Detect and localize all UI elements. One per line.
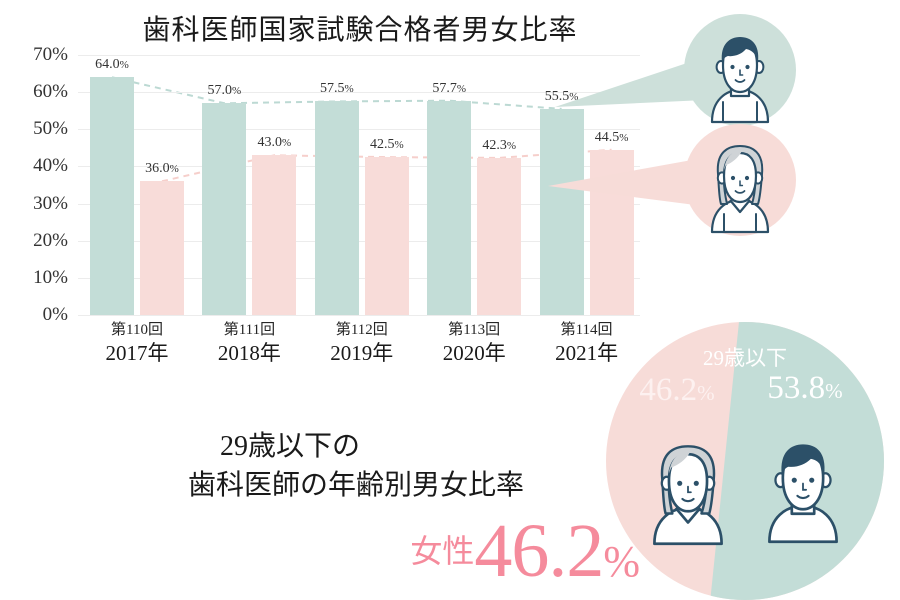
x-axis-round: 第114回	[560, 322, 613, 338]
x-axis-category: 第111回 2018年	[218, 321, 281, 366]
bar-female	[477, 157, 522, 315]
gridline	[78, 129, 640, 131]
female-speech-bubble	[548, 118, 893, 253]
female-person-icon	[710, 145, 770, 234]
bar-value-label-female: 42.3%	[482, 137, 517, 153]
gridline	[78, 203, 640, 205]
plot-area: 64.0% 36.0% 57.0% 43.0% 57.5% 42.5% 57.7% 42.3%…	[78, 55, 640, 316]
bar-value-label-female: 42.5%	[369, 137, 404, 153]
gridline	[78, 92, 640, 94]
pie-value-male: 53.8	[767, 370, 826, 406]
pie-label-female: 46.2%	[622, 372, 732, 409]
y-axis-tick: 20%	[33, 229, 68, 251]
pie-age-label: 29歳以下	[703, 346, 787, 370]
bar-group: 57.5% 42.5%	[314, 55, 415, 315]
y-axis-tick: 40%	[33, 155, 68, 177]
y-axis-tick: 30%	[33, 192, 68, 214]
bar-chart: 70% 60% 50% 40% 30% 20% 10% 0% 64.0% 36.0% 57.0% 4…	[0, 44, 660, 365]
y-axis-tick: 50%	[33, 118, 68, 140]
bar-female	[140, 181, 184, 315]
bar-female	[252, 155, 297, 315]
gridline	[78, 315, 640, 316]
bar-value-label-female: 36.0%	[145, 161, 179, 177]
x-axis-category: 第114回 2021年	[555, 321, 618, 366]
trend-line	[111, 76, 562, 110]
pie-value-female: 46.2	[639, 372, 698, 408]
pie-female-person-icon	[653, 445, 723, 546]
bar-male	[314, 101, 359, 315]
pie-label-male: 53.8%	[745, 370, 865, 407]
bar-value-label-male: 57.0%	[207, 83, 242, 99]
bar-male	[427, 100, 472, 315]
gridline	[78, 277, 640, 279]
bar-group: 57.0% 43.0%	[202, 55, 302, 315]
trend-line	[161, 148, 612, 183]
bar-group: 57.7% 42.3%	[427, 55, 527, 315]
trend-lines	[111, 76, 612, 183]
page-title: 歯科医師国家試験合格者男女比率	[142, 15, 578, 46]
bar-male	[202, 103, 247, 315]
x-axis-category: 第110回 2017年	[106, 321, 169, 366]
bubble-tail-male	[555, 57, 705, 107]
male-person-icon	[710, 37, 770, 124]
y-axis-tick: 70%	[33, 44, 68, 65]
x-axis-category: 第113回 2020年	[443, 321, 506, 366]
x-axis-year: 2019年	[330, 340, 394, 365]
caption-block: 29歳以下の 歯科医師の年齢別男女比率	[170, 428, 610, 505]
x-axis-year: 2020年	[442, 340, 506, 365]
gridline	[78, 240, 640, 242]
x-axis-round: 第111回	[223, 322, 276, 338]
highlight-number: 46.2	[474, 509, 604, 593]
caption-line-2: 歯科医師の年齢別男女比率	[188, 469, 525, 501]
x-axis-category: 第112回 2019年	[330, 321, 393, 366]
y-axis-tick: 0%	[42, 304, 68, 325]
gridline	[78, 166, 640, 168]
bar-value-label-male: 57.5%	[319, 81, 354, 97]
x-axis-year: 2018年	[217, 340, 281, 365]
bubble-tail-female	[548, 158, 703, 206]
bar-value-label-male: 57.7%	[432, 80, 467, 96]
bar-value-label-male: 64.0%	[95, 57, 129, 73]
pie-male-person-icon	[768, 444, 838, 544]
highlight-stat: 女性46.2%	[170, 508, 640, 595]
male-speech-bubble	[555, 12, 900, 137]
bar-group: 64.0% 36.0%	[90, 55, 190, 315]
bar-female	[364, 157, 409, 315]
bar-value-label-female: 44.5%	[594, 129, 629, 145]
x-axis-round: 第113回	[448, 322, 501, 338]
x-axis-round: 第110回	[111, 322, 163, 338]
highlight-label: 女性	[410, 533, 475, 569]
bar-male	[90, 77, 134, 315]
x-axis-year: 2017年	[105, 340, 169, 365]
highlight-percent-sign: %	[603, 537, 640, 586]
bar-male	[539, 108, 584, 315]
pie-percent-sign-male: %	[825, 379, 843, 403]
caption-line-1: 29歳以下の	[220, 431, 361, 462]
y-axis: 70% 60% 50% 40% 30% 20% 10% 0%	[0, 44, 72, 325]
y-axis-tick: 10%	[33, 266, 68, 288]
x-axis-round: 第112回	[335, 322, 388, 338]
bar-value-label-male: 55.5%	[544, 88, 579, 104]
y-axis-tick: 60%	[33, 81, 68, 103]
pie-chart: 29歳以下 46.2% 53.8%	[600, 322, 890, 600]
x-axis: 第110回 2017年 第111回 2018年 第112回 2019年 第113回 2020年…	[78, 321, 640, 381]
pie-percent-sign-female: %	[697, 381, 715, 405]
bar-value-label-female: 43.0%	[257, 135, 292, 151]
gridline	[78, 55, 640, 56]
x-axis-year: 2021年	[555, 340, 619, 365]
